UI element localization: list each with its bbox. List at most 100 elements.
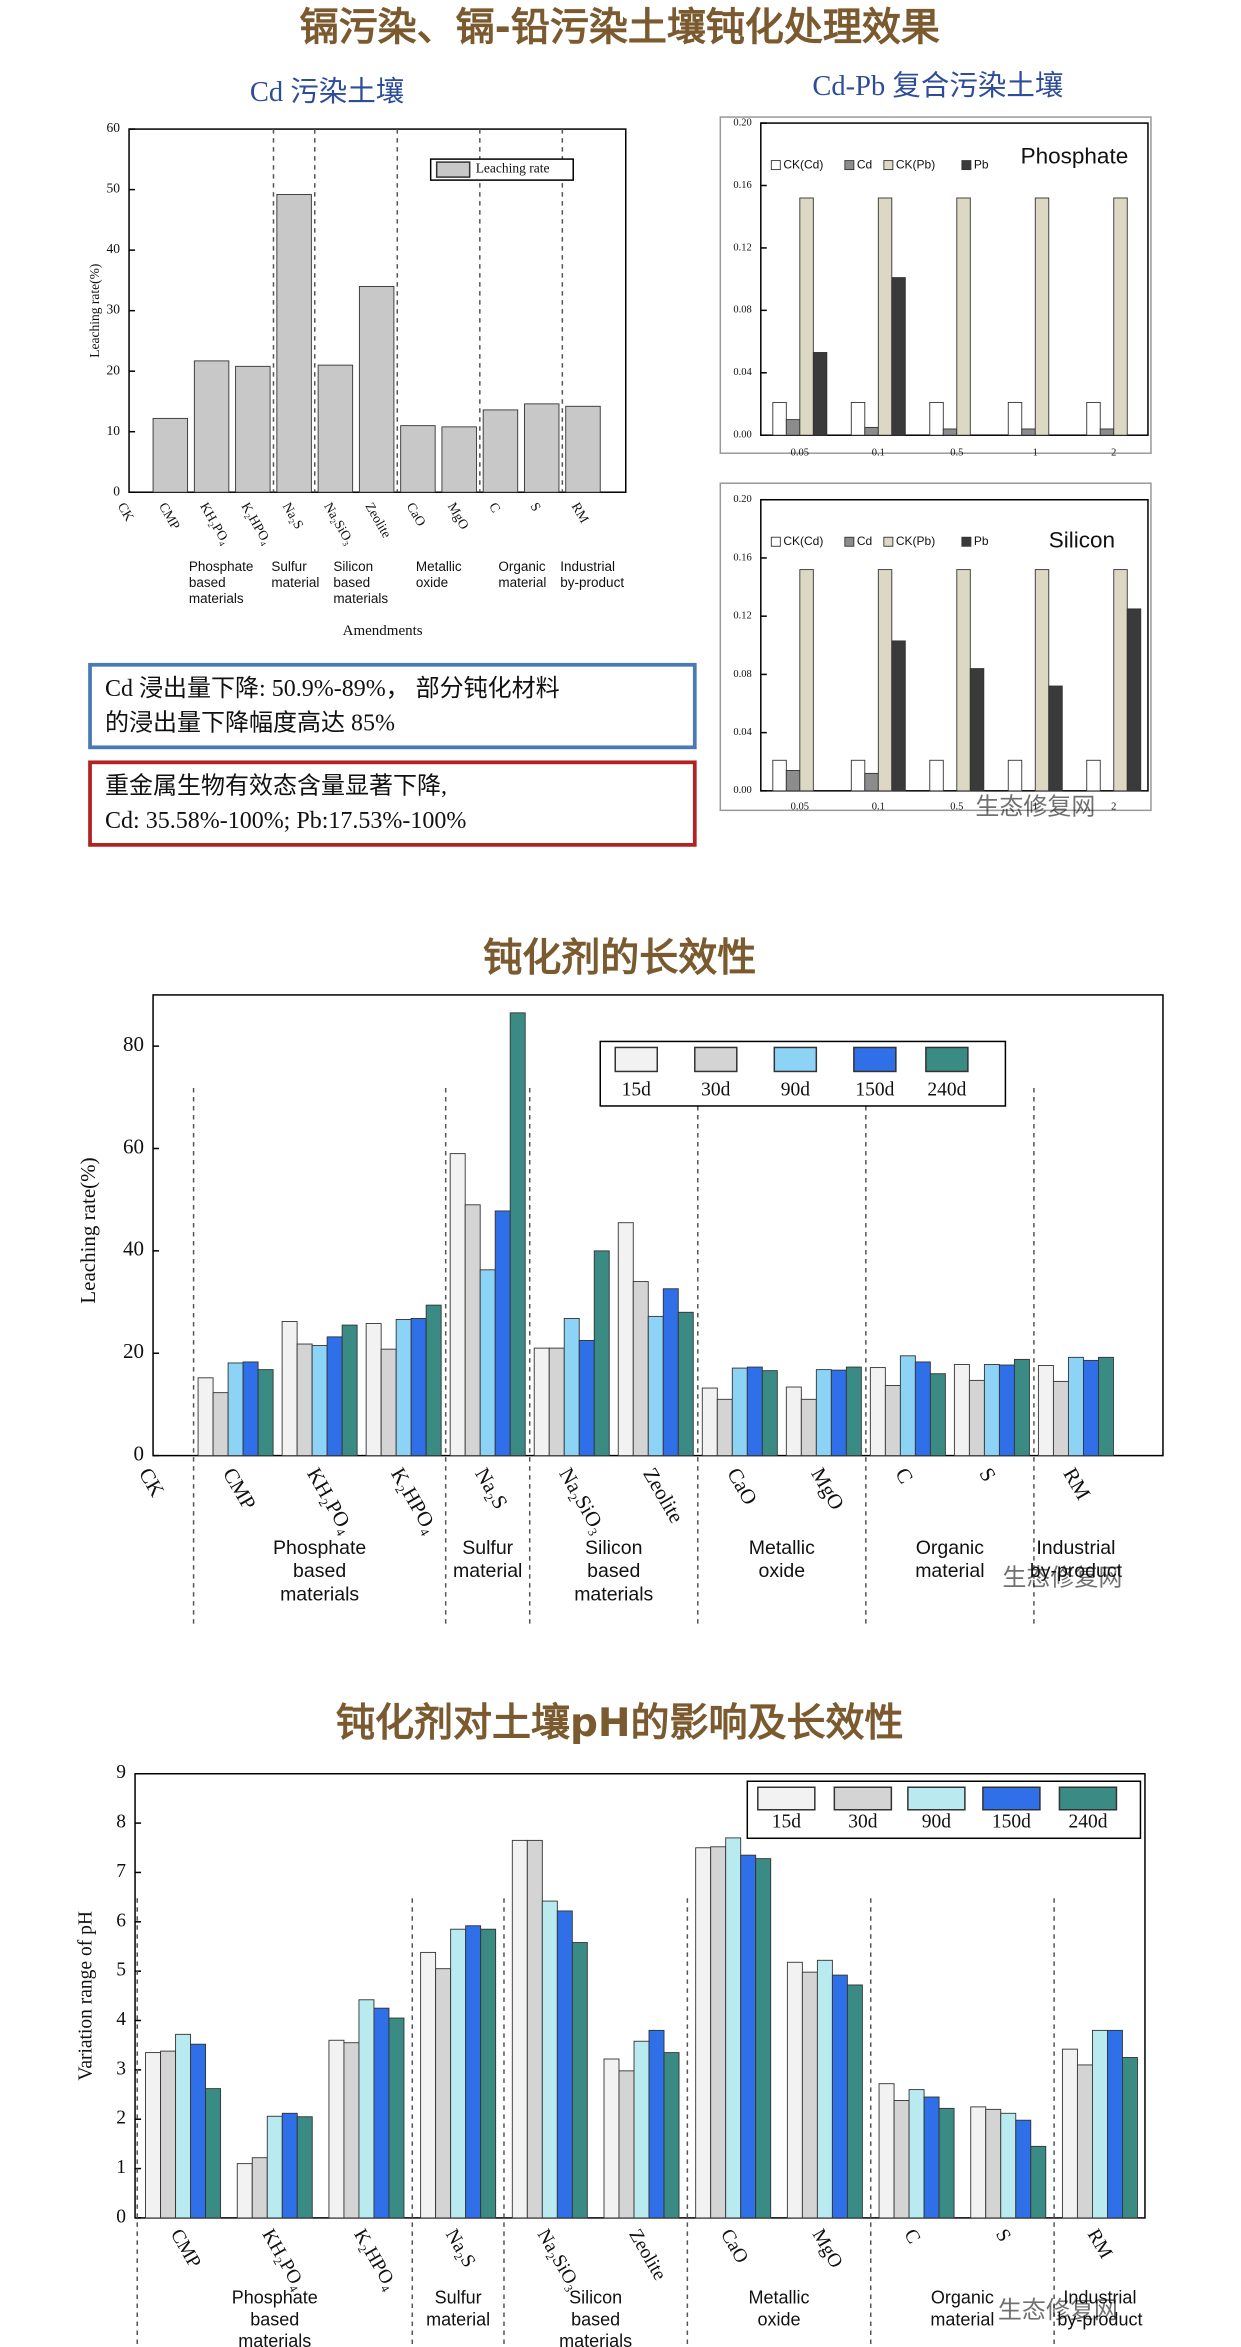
bar [1034,569,1050,792]
bar [441,426,477,493]
x-tick-label: C [890,1464,918,1488]
group-label: based [333,575,370,590]
bar [343,2042,360,2219]
group-label: material [498,575,546,590]
group-label: material [453,1560,522,1582]
x-tick-label: Zeolite [362,500,394,541]
bar [663,2052,680,2219]
x-tick-label: CMP [166,2226,205,2272]
bar [891,640,906,792]
legend-label: Leaching rate [476,161,550,176]
bar [593,1250,610,1457]
bar [328,2039,345,2219]
bar [1126,608,1142,792]
x-tick-label: K₂HPO₄ [386,1464,443,1538]
heading: 镉污染、镉-铅污染土壤钝化处理效果 [300,6,940,51]
note-text: 的浸出量下降幅度高达 85% [105,709,395,736]
legend-label: CK(Pb) [896,157,935,171]
plot-area [760,498,1149,792]
group-label: oxide [758,2309,801,2329]
bar [710,1846,727,2219]
y-axis-label: Leaching rate(%) [76,1157,100,1303]
bar [968,1379,985,1457]
bar [465,1925,482,2219]
legend-swatch [435,161,471,178]
bar [276,193,312,493]
y-tick-label: 0.12 [733,242,751,253]
group-label: materials [189,591,244,606]
y-tick-label: 0 [113,483,120,498]
legend-label: 150d [992,1812,1031,1833]
bar [556,1910,573,2219]
watermark: 生态修复网 [1002,1564,1122,1592]
x-tick-label: 1 [1033,802,1038,813]
group-label: Organic [916,1537,985,1559]
bar [480,1928,497,2219]
bar [1122,2057,1138,2219]
group-label: Silicon [569,2288,622,2308]
x-tick-label: 0.1 [872,802,885,813]
bar [785,1386,802,1457]
bar [388,2017,405,2219]
x-tick-label: Na₂S [470,1464,513,1514]
bar [929,401,944,436]
bar [494,1210,511,1457]
bar [877,569,893,792]
bar [227,1362,244,1457]
bar [281,2112,298,2219]
legend-swatch [694,1046,738,1073]
bar [845,1366,862,1457]
bar [511,1839,528,2219]
bar [1021,428,1036,436]
legend-label: 15d [622,1079,652,1100]
section-heading: 钝化剂对土壤pH的影响及长效性 [336,1701,904,1746]
legend-label: CK(Pb) [896,534,935,548]
bar [1086,759,1101,792]
x-tick-label: S [974,1464,1001,1486]
y-tick-label: 8 [116,1812,126,1833]
bar [1034,197,1050,436]
bar [746,1366,763,1457]
bar [1030,2145,1047,2219]
legend-swatch [614,1046,659,1073]
watermark: 生态修复网 [975,792,1095,820]
bar [425,1304,442,1457]
note-text: 重金属生物有效态含量显著下降, [105,772,447,799]
bar [648,2029,665,2219]
y-tick-label: 40 [123,1237,144,1261]
x-tick-label: 0.05 [791,802,809,813]
bar [1037,1365,1054,1457]
bar [464,1204,481,1457]
bar [716,1398,733,1457]
bar [830,1369,847,1457]
note-box [88,760,697,847]
x-tick-label: MgO [808,2226,847,2272]
bar [145,2052,162,2219]
legend-swatch [757,1786,816,1811]
x-tick-label: CaO [722,1464,762,1509]
group-label: Organic [498,559,546,574]
chart-label: Silicon [1049,528,1115,553]
bar [358,1999,375,2219]
group-label: Phosphate [189,559,254,574]
x-tick-label: MgO [806,1464,849,1514]
bar [864,772,879,792]
bar [479,1269,496,1457]
bar [1007,759,1023,792]
group-label: Metallic [749,1537,815,1559]
bar [160,2050,177,2219]
chart-frame [719,116,1152,454]
group-label: materials [333,591,388,606]
bar [296,2116,313,2219]
chart-title: Cd 污染土壤 [250,76,404,108]
x-tick-label: CaO [404,500,429,529]
bar [205,2088,222,2219]
legend-swatch [982,1786,1041,1811]
bar [785,770,801,792]
y-tick-label: 9 [116,1762,126,1783]
x-tick-label: 2 [1111,802,1116,813]
y-tick-label: 0.04 [733,367,752,378]
bar [864,426,879,436]
bar [731,1367,748,1457]
legend-swatch [844,536,855,547]
